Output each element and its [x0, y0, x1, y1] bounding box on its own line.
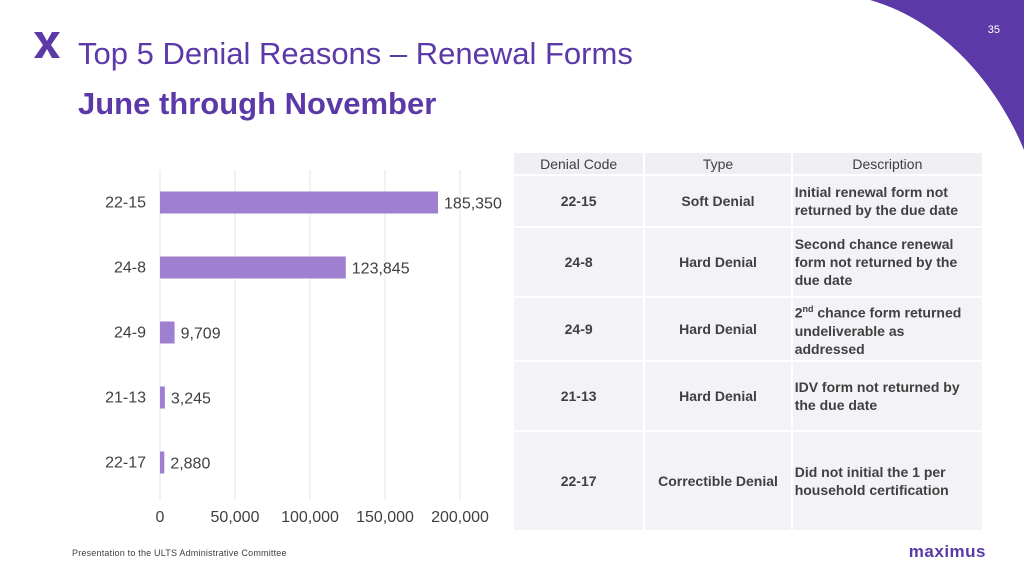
- table-row: 24-9 Hard Denial 2nd chance form returne…: [514, 298, 982, 360]
- row-code: 22-17: [514, 432, 644, 530]
- slide-number: 35: [987, 24, 1000, 36]
- category-label: 24-8: [114, 260, 146, 277]
- row-type: Hard Denial: [645, 298, 791, 360]
- logo-x-icon: [34, 32, 60, 58]
- x-tick-label: 150,000: [356, 509, 414, 526]
- bar: [160, 321, 175, 344]
- row-type: Correctible Denial: [645, 432, 791, 530]
- header-description: Description: [792, 153, 982, 174]
- row-description: Did not initial the 1 per household cert…: [792, 432, 982, 530]
- header-denial-code: Denial Code: [514, 153, 644, 174]
- value-label: 185,350: [444, 196, 502, 213]
- bar: [160, 386, 165, 409]
- row-description-suffix: nd: [802, 304, 814, 315]
- x-tick-label: 0: [156, 509, 165, 526]
- header-type: Type: [645, 153, 791, 174]
- row-description-ordinal: 2: [794, 304, 803, 321]
- row-code: 24-9: [514, 298, 644, 360]
- row-code: 22-15: [514, 176, 644, 226]
- chart-x-axis: 0 50,000 100,000 150,000 200,000: [156, 509, 489, 526]
- row-description: 2nd chance form returned undeliverable a…: [792, 298, 982, 360]
- bar: [160, 256, 346, 279]
- page-title: Top 5 Denial Reasons – Renewal Forms: [78, 36, 633, 71]
- x-tick-label: 50,000: [211, 509, 260, 526]
- table-row: 21-13 Hard Denial IDV form not returned …: [514, 362, 982, 430]
- row-code: 24-8: [514, 228, 644, 296]
- value-label: 2,880: [170, 456, 210, 473]
- row-description-text: chance form returned undeliverable as ad…: [794, 304, 962, 357]
- chart-bars: [160, 191, 439, 474]
- row-type: Hard Denial: [645, 362, 791, 430]
- value-label: 9,709: [181, 326, 221, 343]
- category-label: 22-17: [105, 455, 146, 472]
- category-label: 22-15: [105, 195, 146, 212]
- denial-code-table: Denial Code Type Description 22-15 Soft …: [512, 151, 984, 532]
- table-row: 22-15 Soft Denial Initial renewal form n…: [514, 176, 982, 226]
- x-tick-label: 200,000: [431, 509, 489, 526]
- table-header-row: Denial Code Type Description: [514, 153, 982, 174]
- chart-labels: 22-15 185,350 24-8 123,845 24-9 9,709 21-13 3,2…: [105, 195, 502, 473]
- row-type: Hard Denial: [645, 228, 791, 296]
- row-description: Second chance renewal form not returned …: [792, 228, 982, 296]
- row-type: Soft Denial: [645, 176, 791, 226]
- value-label: 3,245: [171, 391, 211, 408]
- brand-logo: maximus: [908, 542, 986, 561]
- table-row: 24-8 Hard Denial Second chance renewal f…: [514, 228, 982, 296]
- value-label: 123,845: [352, 261, 410, 278]
- category-label: 24-9: [114, 325, 146, 342]
- bar: [160, 451, 165, 474]
- bar: [160, 191, 439, 214]
- row-description: Initial renewal form not returned by the…: [792, 176, 982, 226]
- denial-bar-chart: 22-15 185,350 24-8 123,845 24-9 9,709 21-13 3,2…: [105, 170, 502, 526]
- table-row: 22-17 Correctible Denial Did not initial…: [514, 432, 982, 530]
- x-tick-label: 100,000: [281, 509, 339, 526]
- category-label: 21-13: [105, 390, 146, 407]
- page-subtitle: June through November: [78, 86, 437, 121]
- row-description: IDV form not returned by the due date: [792, 362, 982, 430]
- row-code: 21-13: [514, 362, 644, 430]
- footer-text: Presentation to the ULTS Administrative …: [72, 548, 287, 558]
